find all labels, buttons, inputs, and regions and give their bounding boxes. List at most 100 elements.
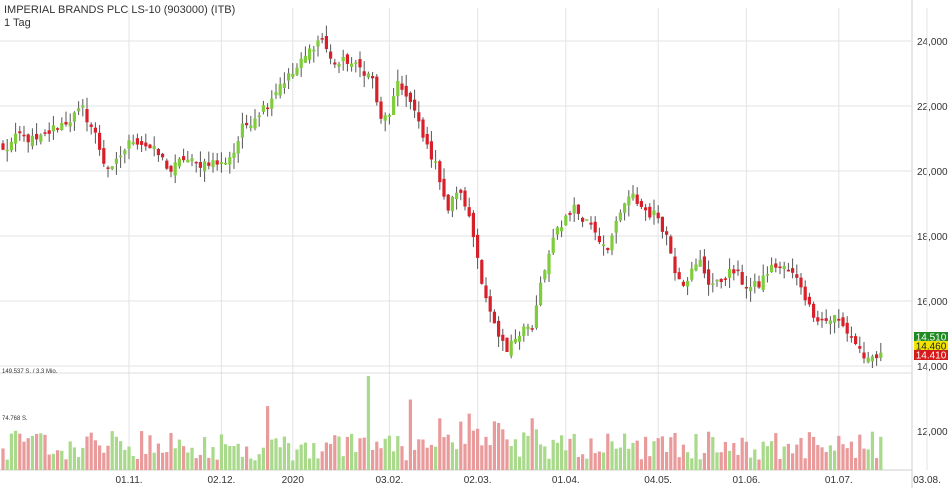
volume-bar [555, 442, 559, 470]
volume-bar [450, 442, 454, 470]
candle-down [467, 207, 471, 217]
candle-down [576, 204, 580, 214]
volume-bar [371, 449, 375, 470]
volume-bar [123, 449, 127, 470]
volume-bar [711, 437, 715, 470]
candle-down [778, 266, 782, 269]
candle-up [627, 196, 631, 206]
candle-down [89, 124, 93, 127]
candle-down [505, 337, 509, 352]
candle-down [736, 269, 740, 272]
candle-down [1, 143, 5, 150]
x-tick-label: 04.05. [644, 475, 672, 486]
volume-bar [60, 450, 64, 470]
volume-bar [795, 444, 799, 470]
volume-bar [761, 441, 765, 470]
volume-bar [299, 444, 303, 470]
candle-down [93, 127, 97, 133]
candle-up [770, 264, 774, 273]
candle-down [665, 231, 669, 235]
volume-bar [786, 443, 790, 470]
volume-bar [774, 433, 778, 470]
x-tick-label: 01.06. [732, 475, 760, 486]
candle-up [123, 150, 127, 155]
candle-down [488, 296, 492, 312]
volume-bar [589, 438, 593, 470]
candle-down [480, 260, 484, 284]
candle-down [98, 132, 102, 150]
volume-bar [488, 445, 492, 470]
candle-down [786, 269, 790, 272]
y-tick-label: 20,000 [917, 167, 948, 178]
x-tick-label: 01.07. [825, 475, 853, 486]
volume-bar [593, 453, 597, 470]
y-tick-label: 24,000 [917, 37, 948, 48]
candle-down [707, 269, 711, 285]
volume-bar [177, 439, 181, 470]
volume-bar [127, 446, 131, 470]
candle-down [417, 112, 421, 122]
volume-bar [854, 457, 858, 470]
volume-bar [501, 429, 505, 470]
volume-bar [560, 435, 564, 470]
volume-bar [639, 459, 643, 470]
y-tick-label: 22,000 [917, 102, 948, 113]
volume-bar [875, 458, 879, 470]
volume-bar [497, 422, 501, 470]
candle-down [358, 59, 362, 68]
candle-down [820, 318, 824, 321]
volume-bar [627, 448, 631, 470]
candle-up [299, 58, 303, 68]
volume-bar [862, 448, 866, 470]
candle-down [837, 318, 841, 321]
candle-up [240, 123, 244, 138]
candle-up [312, 49, 316, 52]
volume-bar [744, 441, 748, 470]
candle-up [303, 55, 307, 63]
volume-bar [337, 436, 341, 470]
volume-bar [564, 450, 568, 470]
candle-up [782, 265, 786, 270]
candle-up [711, 283, 715, 285]
candle-down [791, 268, 795, 273]
volume-bar [358, 438, 362, 470]
volume-bar [618, 447, 622, 470]
candle-down [673, 256, 677, 274]
candle-down [757, 281, 761, 288]
candle-up [119, 155, 123, 158]
candle-up [392, 96, 396, 115]
volume-bar [719, 452, 723, 470]
volume-bar [350, 433, 354, 470]
candle-down [266, 107, 270, 110]
volume-bar [9, 433, 13, 470]
candle-down [329, 51, 333, 59]
volume-bar [656, 438, 660, 470]
candle-up [652, 210, 656, 216]
candle-up [513, 338, 517, 343]
volume-bar [207, 457, 211, 470]
x-tick-label: 2020 [282, 475, 305, 486]
candle-up [618, 212, 622, 221]
volume-bar [198, 454, 202, 470]
candle-down [463, 190, 467, 207]
candle-up [564, 215, 568, 226]
volume-bar [224, 444, 228, 470]
candle-up [228, 157, 232, 165]
candle-down [774, 263, 778, 268]
volume-bar [274, 438, 278, 470]
volume-bar [169, 433, 173, 470]
candle-up [602, 244, 606, 246]
volume-bar [631, 442, 635, 470]
candle-up [274, 92, 278, 96]
candle-up [127, 140, 131, 149]
volume-bar [581, 454, 585, 470]
candle-down [740, 271, 744, 285]
candle-up [534, 305, 538, 328]
candle-down [669, 236, 673, 254]
volume-bar [102, 452, 106, 470]
volume-bar [165, 452, 169, 470]
candle-down [858, 346, 862, 349]
candle-up [295, 67, 299, 75]
volume-scale-label-mid: 74.768 S. [2, 416, 28, 422]
candle-down [606, 247, 610, 251]
